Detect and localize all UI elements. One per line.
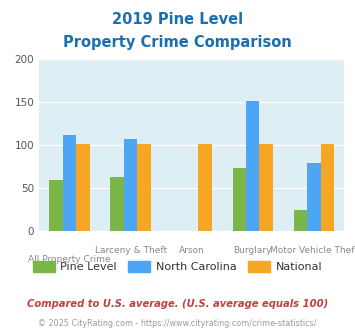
Bar [294, 210, 307, 231]
Bar [76, 144, 90, 231]
Bar [137, 144, 151, 231]
Bar [260, 144, 273, 231]
Text: Property Crime Comparison: Property Crime Comparison [63, 35, 292, 50]
Legend: Pine Level, North Carolina, National: Pine Level, North Carolina, National [28, 257, 327, 277]
Text: Motor Vehicle Theft: Motor Vehicle Theft [270, 247, 355, 255]
Bar [110, 177, 124, 231]
Bar [63, 135, 76, 231]
Bar [233, 168, 246, 231]
Text: Compared to U.S. average. (U.S. average equals 100): Compared to U.S. average. (U.S. average … [27, 299, 328, 309]
Text: Arson: Arson [179, 247, 204, 255]
Bar [49, 180, 63, 231]
Bar [321, 144, 334, 231]
Bar [246, 101, 260, 231]
Bar [307, 163, 321, 231]
Text: All Property Crime: All Property Crime [28, 255, 111, 264]
Bar [124, 139, 137, 231]
Text: Larceny & Theft: Larceny & Theft [94, 247, 167, 255]
Text: © 2025 CityRating.com - https://www.cityrating.com/crime-statistics/: © 2025 CityRating.com - https://www.city… [38, 319, 317, 328]
Text: Burglary: Burglary [234, 247, 272, 255]
Bar [198, 144, 212, 231]
Text: 2019 Pine Level: 2019 Pine Level [112, 12, 243, 26]
